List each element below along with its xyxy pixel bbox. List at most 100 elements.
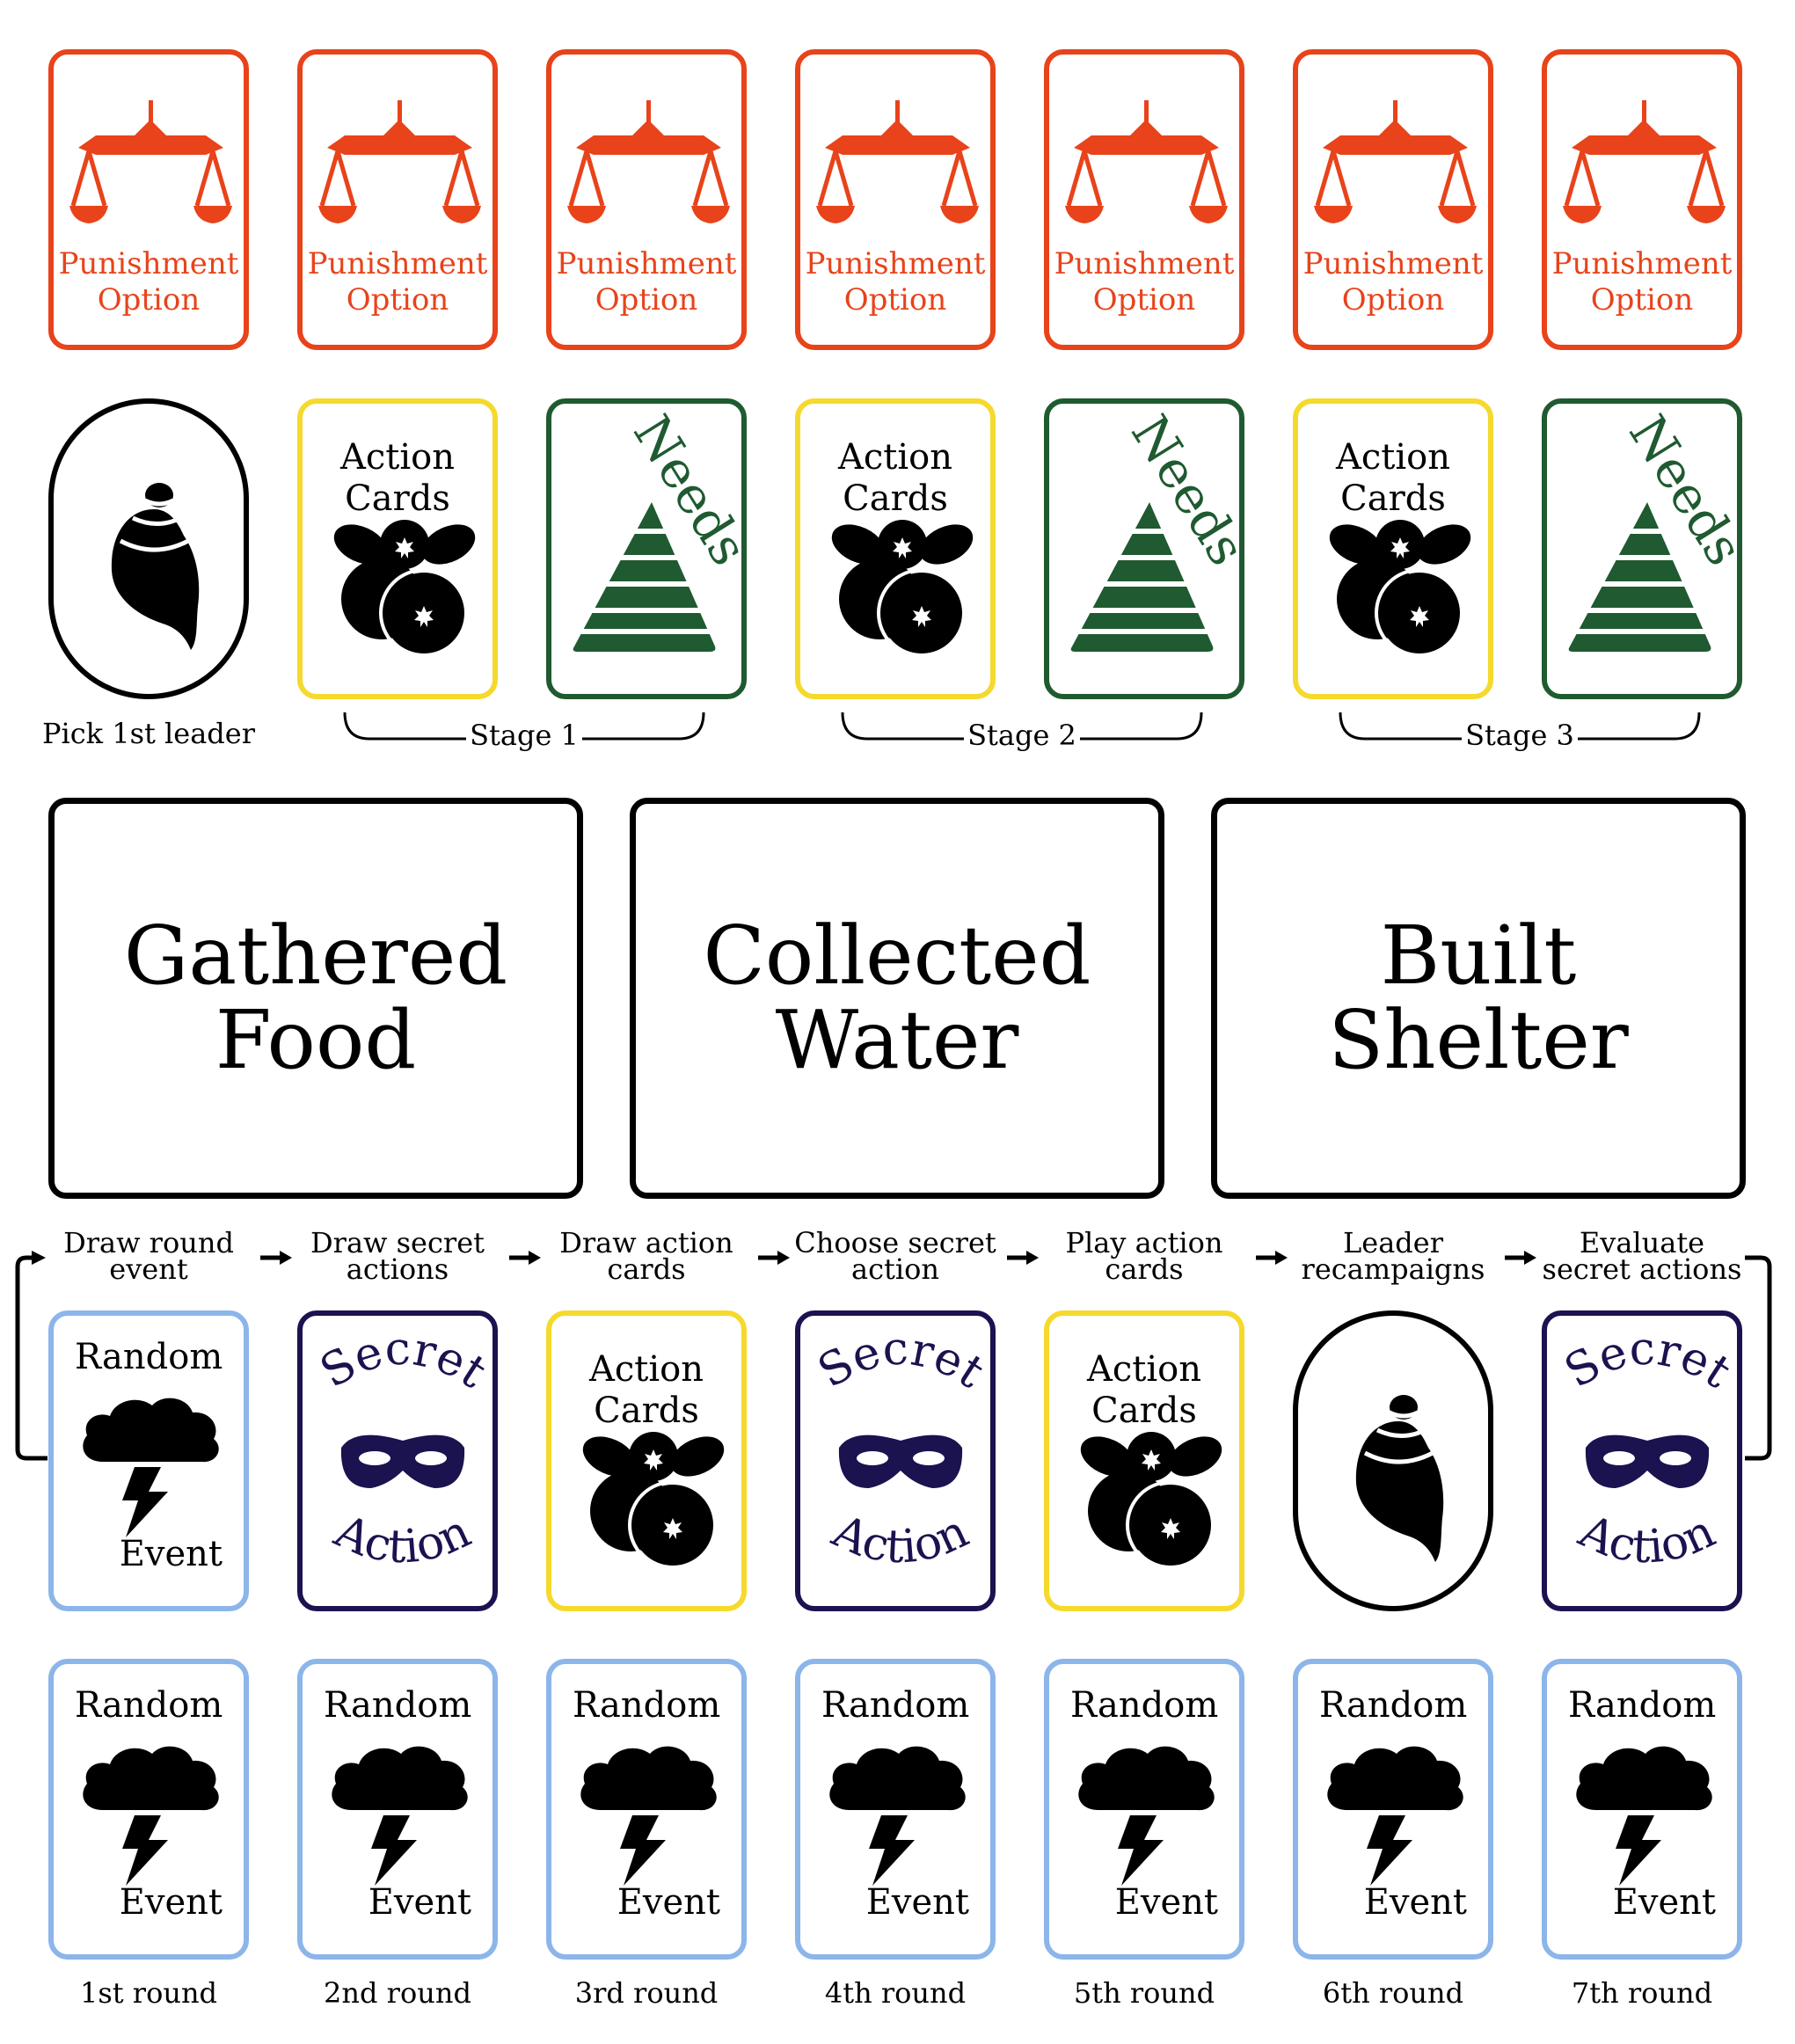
action-cards-deck[interactable]: Action Cards <box>1044 1310 1244 1611</box>
storm-cloud-icon <box>580 1746 717 1886</box>
storm-cloud-icon <box>1327 1746 1463 1886</box>
action-cards-label: Action Cards <box>340 437 455 519</box>
round-label: 2nd round <box>324 1976 471 2010</box>
punishment-label: Punishment Option <box>307 246 488 318</box>
scales-icon <box>69 100 232 228</box>
punishment-label: Punishment Option <box>805 246 986 318</box>
step-label: Draw secret actions <box>310 1226 485 1286</box>
event-card[interactable]: Random Event <box>795 1659 996 1960</box>
action-cards-label: Action Cards <box>1336 437 1450 519</box>
punishment-label: Punishment Option <box>1551 246 1733 318</box>
event-card-bottom: Event <box>1114 1882 1218 1923</box>
punishment-label: Punishment Option <box>1054 246 1235 318</box>
round-label: 4th round <box>824 1976 967 2010</box>
punishment-label: Punishment Option <box>58 246 239 318</box>
stage-bracket <box>1339 712 1701 741</box>
punishment-card[interactable]: Punishment Option <box>297 49 498 350</box>
arrow-right-icon <box>1505 1251 1536 1265</box>
scales-icon <box>567 100 730 228</box>
loop-back-arrow-icon <box>15 1251 47 1461</box>
leader-caption: Pick 1st leader <box>41 717 256 750</box>
action-cards-deck[interactable]: Action Cards <box>1293 398 1493 699</box>
step-label: Draw action cards <box>559 1226 733 1286</box>
punishment-card[interactable]: Punishment Option <box>48 49 249 350</box>
secret-action-card[interactable] <box>1542 1310 1742 1611</box>
event-card-top: Random <box>324 1685 472 1726</box>
punishment-card[interactable]: Punishment Option <box>1044 49 1244 350</box>
event-card-bottom: Event <box>617 1882 720 1923</box>
event-card-bottom: Event <box>1363 1882 1467 1923</box>
event-card[interactable]: Random Event <box>297 1659 498 1960</box>
step-label: Draw round event <box>63 1226 234 1286</box>
stage-bracket <box>841 712 1203 741</box>
stage-bracket <box>343 712 705 741</box>
needs-deck[interactable] <box>546 398 747 699</box>
scales-icon <box>1065 100 1228 228</box>
punishment-card[interactable]: Punishment Option <box>795 49 996 350</box>
event-card-top: Random <box>1319 1685 1468 1726</box>
event-card-top: Random <box>821 1685 970 1726</box>
storm-cloud-icon <box>1078 1746 1215 1886</box>
round-label: 5th round <box>1073 1976 1215 2010</box>
punishment-card[interactable]: Punishment Option <box>1293 49 1493 350</box>
built-shelter-board[interactable]: Built Shelter <box>1211 798 1746 1199</box>
secret-action-card[interactable] <box>795 1310 996 1611</box>
gathered-food-board[interactable]: Gathered Food <box>48 798 583 1199</box>
event-card-bottom: Event <box>1612 1882 1716 1923</box>
action-cards-label: Action Cards <box>589 1349 704 1431</box>
event-card-bottom: Event <box>368 1882 471 1923</box>
storm-cloud-icon <box>83 1746 219 1886</box>
arrow-right-icon <box>509 1251 541 1265</box>
scales-icon <box>816 100 979 228</box>
storm-cloud-icon <box>83 1398 219 1537</box>
step-label: Play action cards <box>1065 1226 1223 1286</box>
event-card-top: Random <box>573 1685 721 1726</box>
punishment-card[interactable]: Punishment Option <box>1542 49 1742 350</box>
arrow-right-icon <box>1007 1251 1039 1265</box>
event-card[interactable]: Random Event <box>1542 1659 1742 1960</box>
punishment-label: Punishment Option <box>556 246 737 318</box>
secret-action-card[interactable] <box>297 1310 498 1611</box>
mask-icon <box>311 1322 493 1574</box>
punishment-label: Punishment Option <box>1302 246 1484 318</box>
round-label: 6th round <box>1322 1976 1464 2010</box>
event-card[interactable]: Random Event <box>1293 1659 1493 1960</box>
mask-icon <box>809 1322 990 1574</box>
berries-icon <box>576 1430 731 1570</box>
stage-label: Stage 3 <box>1465 719 1574 752</box>
scales-icon <box>318 100 481 228</box>
action-cards-label: Action Cards <box>1087 1349 1201 1431</box>
event-card[interactable]: Random Event <box>48 1310 249 1611</box>
action-cards-label: Action Cards <box>838 437 952 519</box>
collected-water-board[interactable]: Collected Water <box>630 798 1164 1199</box>
step-label: Evaluate secret actions <box>1542 1226 1742 1286</box>
event-card[interactable]: Random Event <box>48 1659 249 1960</box>
stage-label: Stage 2 <box>967 719 1076 752</box>
round-label: 7th round <box>1571 1976 1713 2010</box>
action-cards-deck[interactable]: Action Cards <box>546 1310 747 1611</box>
event-card-top: Random <box>1070 1685 1219 1726</box>
leader-token[interactable] <box>48 398 249 699</box>
pyramid-icon <box>551 405 741 652</box>
event-card-bottom: Event <box>119 1882 223 1923</box>
round-label: 1st round <box>79 1976 218 2010</box>
shell-icon <box>92 474 215 659</box>
event-card[interactable]: Random Event <box>1044 1659 1244 1960</box>
punishment-card[interactable]: Punishment Option <box>546 49 747 350</box>
berries-icon <box>327 518 482 658</box>
arrow-right-icon <box>758 1251 790 1265</box>
action-cards-deck[interactable]: Action Cards <box>795 398 996 699</box>
storm-cloud-icon <box>332 1746 468 1886</box>
needs-deck[interactable] <box>1044 398 1244 699</box>
step-label: Choose secret action <box>794 1226 996 1286</box>
needs-deck[interactable] <box>1542 398 1742 699</box>
event-card-bottom: Event <box>119 1534 223 1574</box>
step-label: Leader recampaigns <box>1301 1226 1485 1286</box>
leader-token[interactable] <box>1293 1310 1493 1611</box>
stage-label: Stage 1 <box>470 719 579 752</box>
event-card[interactable]: Random Event <box>546 1659 747 1960</box>
event-card-top: Random <box>75 1337 223 1377</box>
event-card-top: Random <box>1568 1685 1717 1726</box>
action-cards-deck[interactable]: Action Cards <box>297 398 498 699</box>
event-card-top: Random <box>75 1685 223 1726</box>
